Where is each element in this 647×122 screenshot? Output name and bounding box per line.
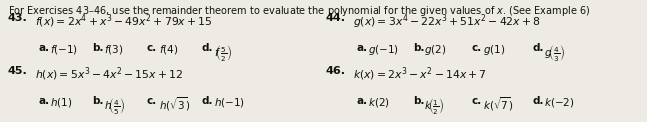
Text: c.: c. bbox=[471, 43, 481, 53]
Text: $g(2)$: $g(2)$ bbox=[424, 43, 447, 57]
Text: 43.: 43. bbox=[8, 13, 28, 23]
Text: $k(-2)$: $k(-2)$ bbox=[544, 96, 575, 109]
Text: d.: d. bbox=[532, 96, 544, 106]
Text: b.: b. bbox=[92, 96, 104, 106]
Text: $k\!\left(\frac{1}{2}\right)$: $k\!\left(\frac{1}{2}\right)$ bbox=[424, 96, 445, 116]
Text: d.: d. bbox=[532, 43, 544, 53]
Text: $f(4)$: $f(4)$ bbox=[159, 43, 178, 56]
Text: $h(\sqrt{3})$: $h(\sqrt{3})$ bbox=[159, 96, 190, 113]
Text: $h(x) = 5x^3 - 4x^2 - 15x + 12$: $h(x) = 5x^3 - 4x^2 - 15x + 12$ bbox=[35, 66, 183, 83]
Text: a.: a. bbox=[39, 43, 50, 53]
Text: $f\!\left(\frac{5}{2}\right)$: $f\!\left(\frac{5}{2}\right)$ bbox=[214, 43, 232, 63]
Text: $f(-1)$: $f(-1)$ bbox=[50, 43, 78, 56]
Text: d.: d. bbox=[202, 43, 214, 53]
Text: $f(x) = 2x^4 + x^3 - 49x^2 + 79x + 15$: $f(x) = 2x^4 + x^3 - 49x^2 + 79x + 15$ bbox=[35, 13, 212, 30]
Text: $g(-1)$: $g(-1)$ bbox=[368, 43, 399, 57]
Text: $f(3)$: $f(3)$ bbox=[104, 43, 123, 56]
Text: $g\!\left(\frac{4}{3}\right)$: $g\!\left(\frac{4}{3}\right)$ bbox=[544, 43, 565, 63]
Text: a.: a. bbox=[356, 96, 367, 106]
Text: $h(1)$: $h(1)$ bbox=[50, 96, 73, 109]
Text: b.: b. bbox=[413, 43, 424, 53]
Text: d.: d. bbox=[202, 96, 214, 106]
Text: 44.: 44. bbox=[325, 13, 345, 23]
Text: 46.: 46. bbox=[325, 66, 345, 76]
Text: $k(x) = 2x^3 - x^2 - 14x + 7$: $k(x) = 2x^3 - x^2 - 14x + 7$ bbox=[353, 66, 487, 83]
Text: c.: c. bbox=[147, 43, 157, 53]
Text: c.: c. bbox=[147, 96, 157, 106]
Text: $h(-1)$: $h(-1)$ bbox=[214, 96, 245, 109]
Text: $k(\sqrt{7})$: $k(\sqrt{7})$ bbox=[483, 96, 514, 113]
Text: b.: b. bbox=[92, 43, 104, 53]
Text: c.: c. bbox=[471, 96, 481, 106]
Text: $g(1)$: $g(1)$ bbox=[483, 43, 505, 57]
Text: a.: a. bbox=[39, 96, 50, 106]
Text: $h\!\left(\frac{4}{5}\right)$: $h\!\left(\frac{4}{5}\right)$ bbox=[104, 96, 125, 116]
Text: 45.: 45. bbox=[8, 66, 28, 76]
Text: b.: b. bbox=[413, 96, 424, 106]
Text: $k(2)$: $k(2)$ bbox=[368, 96, 390, 109]
Text: For Exercises 43–46, use the remainder theorem to evaluate the polynomial for th: For Exercises 43–46, use the remainder t… bbox=[8, 4, 590, 18]
Text: $g(x) = 3x^4 - 22x^3 + 51x^2 - 42x + 8$: $g(x) = 3x^4 - 22x^3 + 51x^2 - 42x + 8$ bbox=[353, 13, 540, 31]
Text: a.: a. bbox=[356, 43, 367, 53]
